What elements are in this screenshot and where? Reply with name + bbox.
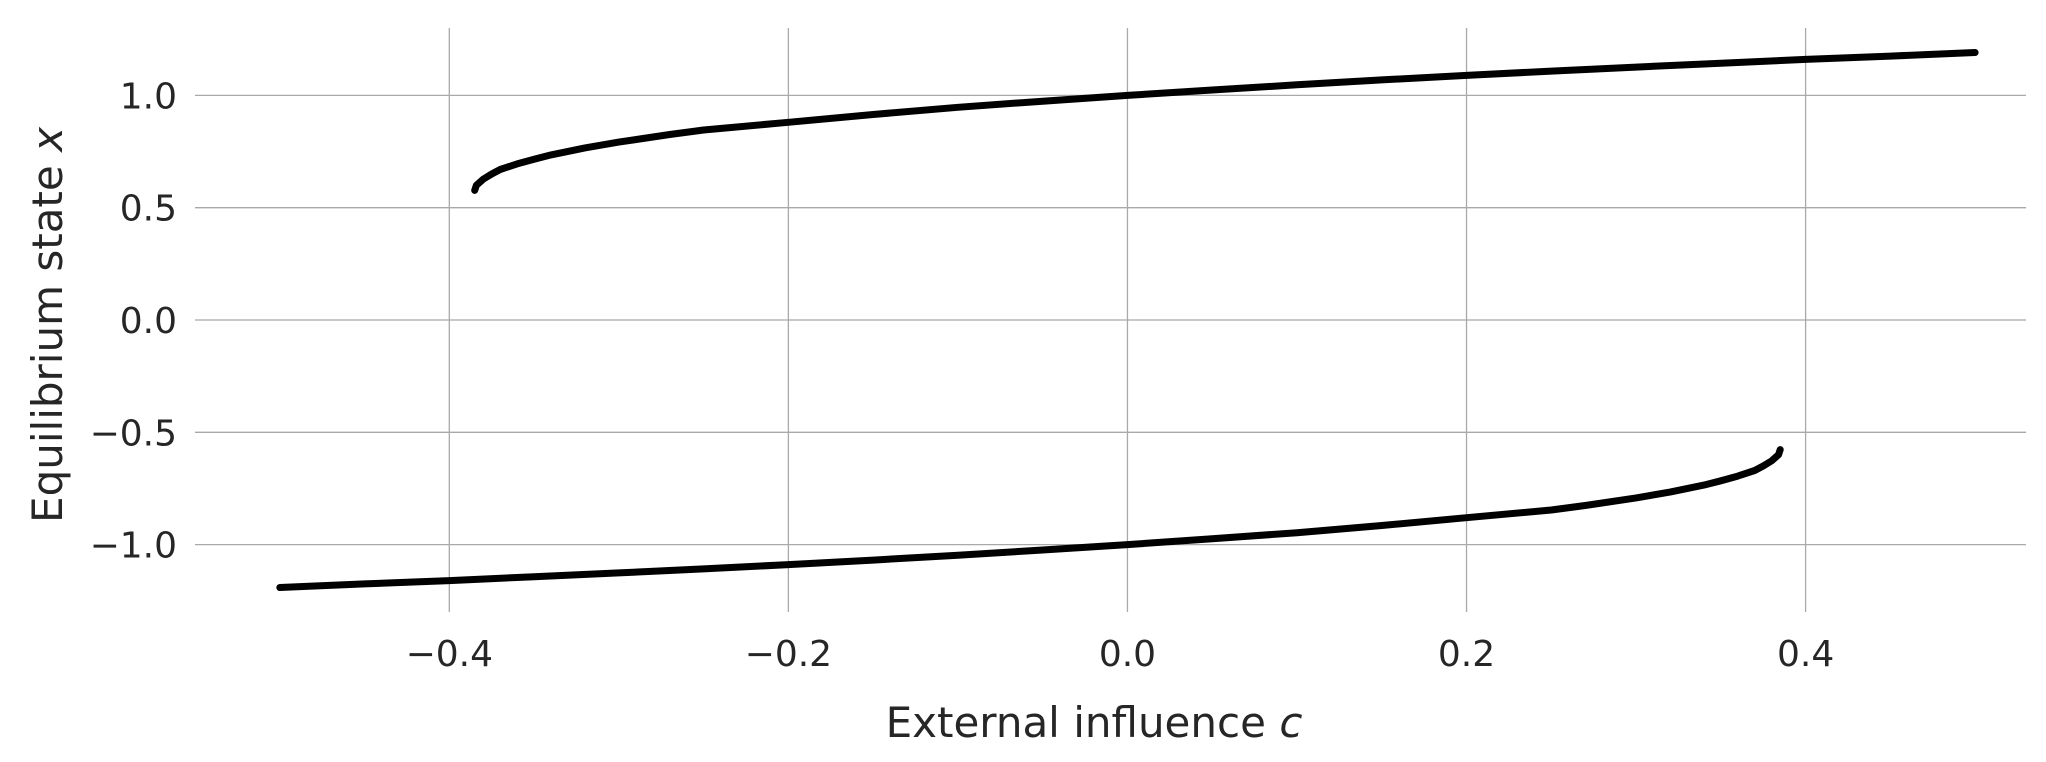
y-axis-label-text: Equilibrium state bbox=[23, 152, 72, 523]
series-layer bbox=[276, 49, 1979, 591]
x-tick-label: −0.2 bbox=[745, 634, 832, 675]
y-axis-label-variable: x bbox=[23, 126, 72, 154]
x-tick-label: −0.4 bbox=[406, 634, 493, 675]
y-tick-labels: −1.0 −0.5 0.0 0.5 1.0 bbox=[90, 76, 177, 566]
x-axis-label: External influence c bbox=[886, 698, 1303, 747]
y-tick-label: 0.0 bbox=[120, 301, 177, 342]
x-tick-label: 0.2 bbox=[1438, 634, 1495, 675]
x-tick-label: 0.0 bbox=[1099, 634, 1156, 675]
x-axis-label-text: External influence bbox=[886, 698, 1280, 747]
y-axis-label: Equilibrium state x bbox=[23, 126, 72, 523]
y-tick-label: −1.0 bbox=[90, 526, 177, 567]
y-grid-lines bbox=[195, 94, 2026, 546]
y-tick-label: 0.5 bbox=[120, 189, 177, 230]
lower-branch-line bbox=[276, 446, 1784, 591]
x-tick-labels: −0.4 −0.2 0.0 0.2 0.4 bbox=[406, 634, 1835, 675]
x-tick-label: 0.4 bbox=[1777, 634, 1834, 675]
x-axis-label-variable: c bbox=[1279, 698, 1302, 747]
upper-branch-line bbox=[471, 49, 1979, 194]
y-tick-label: −0.5 bbox=[90, 413, 177, 454]
y-tick-label: 1.0 bbox=[120, 76, 177, 117]
